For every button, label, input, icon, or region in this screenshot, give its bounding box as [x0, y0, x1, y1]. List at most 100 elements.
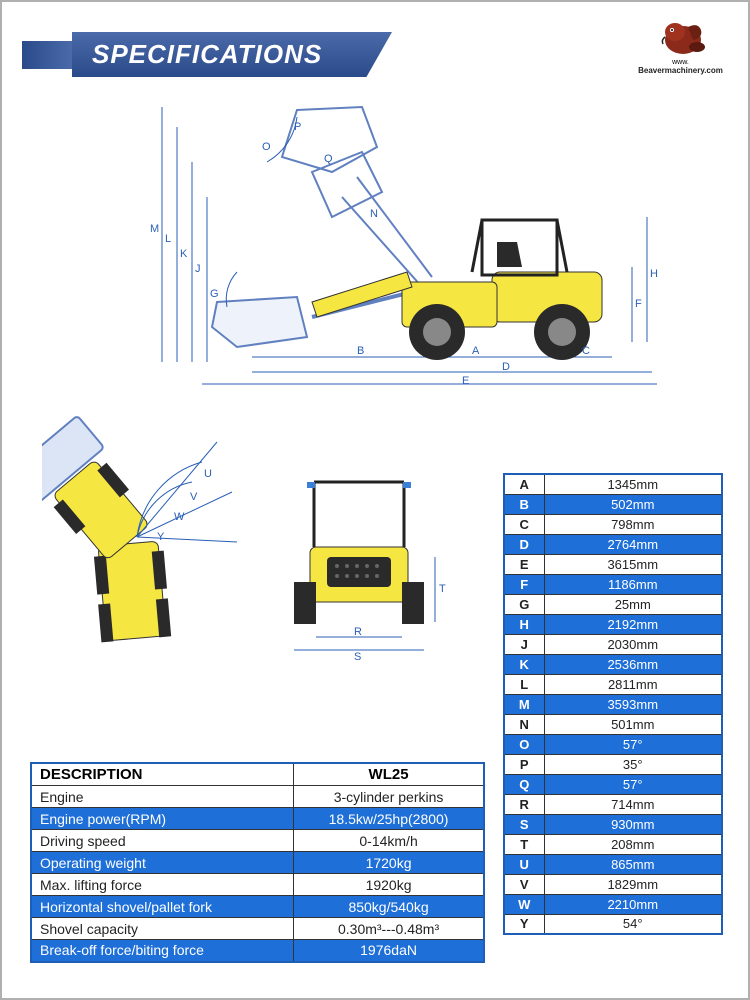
svg-text:H: H	[650, 268, 658, 280]
table-row: A1345mm	[504, 474, 722, 494]
dim-key: Y	[504, 914, 544, 934]
dim-value: 25mm	[544, 594, 722, 614]
dim-value: 208mm	[544, 834, 722, 854]
table-row: F1186mm	[504, 574, 722, 594]
table-row: Horizontal shovel/pallet fork850kg/540kg	[31, 896, 484, 918]
dim-value: 2192mm	[544, 614, 722, 634]
spec-key: Engine power(RPM)	[31, 808, 294, 830]
svg-text:P: P	[294, 121, 301, 133]
dim-key: D	[504, 534, 544, 554]
dim-key: C	[504, 514, 544, 534]
spec-key: Shovel capacity	[31, 918, 294, 940]
table-row: W2210mm	[504, 894, 722, 914]
dim-key: E	[504, 554, 544, 574]
table-row: P35°	[504, 754, 722, 774]
svg-text:T: T	[439, 583, 446, 595]
svg-text:C: C	[582, 345, 590, 357]
table-row: M3593mm	[504, 694, 722, 714]
table-row: E3615mm	[504, 554, 722, 574]
svg-text:V: V	[190, 491, 198, 503]
dim-key: N	[504, 714, 544, 734]
table-row: Engine3-cylinder perkins	[31, 786, 484, 808]
svg-text:U: U	[204, 468, 212, 480]
table-row: Break-off force/biting force1976daN	[31, 940, 484, 962]
beaver-mascot-icon	[653, 12, 708, 57]
svg-text:L: L	[165, 233, 171, 245]
dim-key: P	[504, 754, 544, 774]
dim-value: 2210mm	[544, 894, 722, 914]
table-row: C798mm	[504, 514, 722, 534]
spec-key: Engine	[31, 786, 294, 808]
spec-key: Max. lifting force	[31, 874, 294, 896]
dim-key: L	[504, 674, 544, 694]
svg-text:K: K	[180, 248, 188, 260]
dim-value: 1829mm	[544, 874, 722, 894]
table-row: V1829mm	[504, 874, 722, 894]
table-row: Engine power(RPM)18.5kw/25hp(2800)	[31, 808, 484, 830]
spec-value: 0.30m³---0.48m³	[294, 918, 484, 940]
dim-key: G	[504, 594, 544, 614]
svg-text:W: W	[174, 511, 185, 523]
brand-logo: www. Beavermachinery.com	[638, 12, 723, 75]
spec-value: 0-14km/h	[294, 830, 484, 852]
dim-key: U	[504, 854, 544, 874]
dim-key: S	[504, 814, 544, 834]
table-row: Q57°	[504, 774, 722, 794]
dim-key: W	[504, 894, 544, 914]
spec-value: 1720kg	[294, 852, 484, 874]
header-accent	[22, 41, 72, 69]
dim-value: 714mm	[544, 794, 722, 814]
svg-text:N: N	[370, 208, 378, 220]
table-row: S930mm	[504, 814, 722, 834]
dim-value: 930mm	[544, 814, 722, 834]
svg-text:M: M	[150, 223, 159, 235]
dimensions-table: A1345mmB502mmC798mmD2764mmE3615mmF1186mm…	[503, 473, 723, 935]
top-view-diagram: U V W Y	[42, 402, 252, 662]
spec-key: Break-off force/biting force	[31, 940, 294, 962]
dim-value: 1345mm	[544, 474, 722, 494]
dim-value: 2030mm	[544, 634, 722, 654]
spec-value: 850kg/540kg	[294, 896, 484, 918]
spec-value: 3-cylinder perkins	[294, 786, 484, 808]
dim-value: 502mm	[544, 494, 722, 514]
dim-key: H	[504, 614, 544, 634]
dim-value: 35°	[544, 754, 722, 774]
dim-value: 2536mm	[544, 654, 722, 674]
svg-text:G: G	[210, 288, 219, 300]
table-row: Shovel capacity0.30m³---0.48m³	[31, 918, 484, 940]
table-row: D2764mm	[504, 534, 722, 554]
dim-key: R	[504, 794, 544, 814]
table-row: J2030mm	[504, 634, 722, 654]
spec-value: 18.5kw/25hp(2800)	[294, 808, 484, 830]
svg-text:R: R	[354, 626, 362, 638]
table-row: O57°	[504, 734, 722, 754]
table-row: U865mm	[504, 854, 722, 874]
svg-text:J: J	[195, 263, 201, 275]
table-row: K2536mm	[504, 654, 722, 674]
svg-text:O: O	[262, 141, 271, 153]
dim-value: 57°	[544, 734, 722, 754]
dim-value: 54°	[544, 914, 722, 934]
dim-key: J	[504, 634, 544, 654]
dim-value: 2811mm	[544, 674, 722, 694]
page-title: SPECIFICATIONS	[72, 32, 392, 77]
dim-value: 3593mm	[544, 694, 722, 714]
table-row: Operating weight1720kg	[31, 852, 484, 874]
table-row: N501mm	[504, 714, 722, 734]
table-row: L2811mm	[504, 674, 722, 694]
dim-key: Q	[504, 774, 544, 794]
table-row: Max. lifting force1920kg	[31, 874, 484, 896]
specifications-table: DESCRIPTION WL25 Engine3-cylinder perkin…	[30, 762, 485, 963]
spec-header-model: WL25	[294, 763, 484, 786]
spec-value: 1920kg	[294, 874, 484, 896]
dim-key: B	[504, 494, 544, 514]
dim-key: M	[504, 694, 544, 714]
dim-value: 1186mm	[544, 574, 722, 594]
dim-key: F	[504, 574, 544, 594]
spec-key: Horizontal shovel/pallet fork	[31, 896, 294, 918]
header-bar: SPECIFICATIONS	[22, 32, 392, 77]
table-row: Driving speed0-14km/h	[31, 830, 484, 852]
dim-key: V	[504, 874, 544, 894]
dim-value: 865mm	[544, 854, 722, 874]
spec-header-desc: DESCRIPTION	[31, 763, 294, 786]
